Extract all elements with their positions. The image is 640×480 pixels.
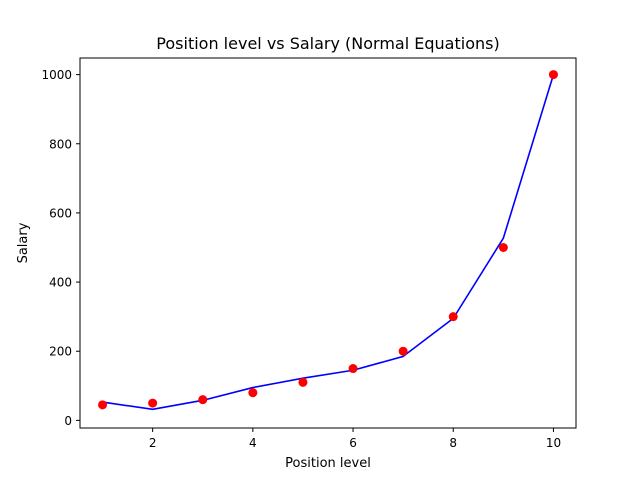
data-point	[348, 364, 358, 374]
data-point	[98, 400, 108, 410]
data-point	[198, 395, 208, 405]
y-tick-label: 800	[49, 137, 72, 151]
data-point	[298, 377, 308, 387]
x-tick-label: 4	[249, 436, 257, 450]
y-axis: 0 200 400 600 800 1000	[41, 68, 80, 428]
data-point	[548, 70, 558, 80]
x-tick-label: 10	[546, 436, 561, 450]
y-tick-label: 400	[49, 276, 72, 290]
x-tick-label: 8	[449, 436, 457, 450]
x-axis-label: Position level	[285, 456, 371, 471]
y-axis-label: Salary	[16, 222, 31, 263]
data-point	[248, 388, 258, 398]
x-tick-label: 6	[349, 436, 357, 450]
data-point	[398, 346, 408, 356]
chart-title: Position level vs Salary (Normal Equatio…	[156, 34, 499, 53]
x-axis: 2 4 6 8 10	[149, 428, 561, 450]
x-tick-label: 2	[149, 436, 157, 450]
series-layer	[98, 70, 558, 411]
y-tick-label: 600	[49, 206, 72, 220]
data-point	[148, 398, 158, 408]
fit-line	[102, 74, 555, 411]
plot-area	[79, 57, 577, 429]
y-tick-label: 0	[64, 414, 72, 428]
y-tick-label: 200	[49, 345, 72, 359]
data-point	[498, 243, 508, 252]
y-tick-label: 1000	[41, 68, 72, 82]
data-point	[448, 312, 458, 322]
